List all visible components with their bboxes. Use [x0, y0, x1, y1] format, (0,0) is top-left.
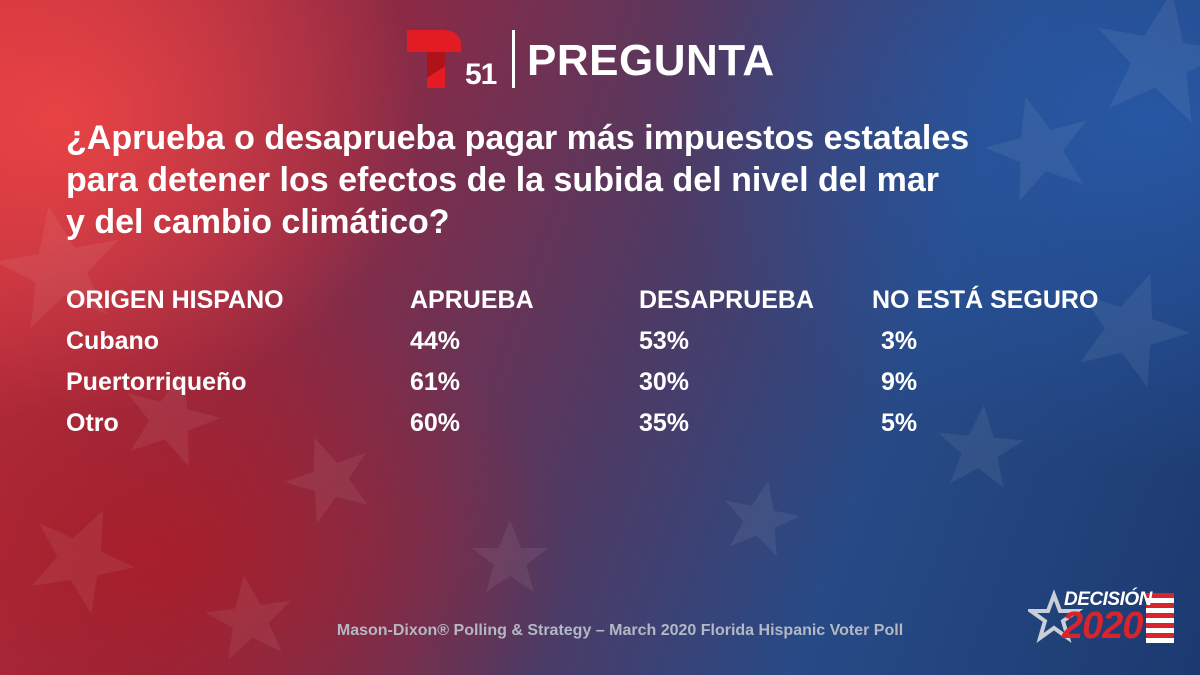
header-unsure: NO ESTÁ SEGURO — [872, 286, 1099, 314]
header: 51 PREGUNTA — [405, 24, 774, 92]
badge-flag-icon — [1028, 589, 1174, 643]
row-unsure: 9% — [881, 368, 918, 396]
header-disapprove: DESAPRUEBA — [639, 286, 815, 314]
row-approve: 61% — [410, 368, 461, 396]
header-approve: APRUEBA — [410, 286, 534, 314]
row-approve: 44% — [410, 327, 461, 355]
row-origin: Puertorriqueño — [66, 368, 247, 396]
question-line: y del cambio climático? — [66, 203, 450, 241]
badge-year: 2020 — [1062, 605, 1144, 647]
table-row: Cubano 44% 53% 3% — [66, 323, 1146, 364]
channel-number: 51 — [465, 58, 497, 91]
results-table: ORIGEN HISPANO APRUEBA DESAPRUEBA NO EST… — [66, 282, 1146, 446]
table-header-row: ORIGEN HISPANO APRUEBA DESAPRUEBA NO EST… — [66, 282, 1146, 323]
badge-label: DECISIÓN — [1064, 589, 1152, 610]
question-line: ¿Aprueba o desaprueba pagar más impuesto… — [66, 119, 970, 157]
decision-2020-badge: DECISIÓN 2020 — [1028, 585, 1178, 651]
source-credit: Mason-Dixon® Polling & Strategy – March … — [336, 622, 904, 639]
row-disapprove: 35% — [639, 409, 690, 437]
question-line: para detener los efectos de la subida de… — [66, 161, 939, 199]
row-unsure: 3% — [881, 327, 918, 355]
page-title: PREGUNTA — [527, 36, 775, 85]
row-disapprove: 30% — [639, 368, 690, 396]
poll-question: ¿Aprueba o desaprueba pagar más impuesto… — [66, 117, 1026, 243]
row-approve: 60% — [410, 409, 461, 437]
table-row: Otro 60% 35% 5% — [66, 405, 1146, 446]
table-row: Puertorriqueño 61% 30% 9% — [66, 364, 1146, 405]
row-origin: Cubano — [66, 327, 160, 355]
header-origin: ORIGEN HISPANO — [66, 286, 284, 314]
telemundo-logo-icon — [405, 26, 465, 90]
row-origin: Otro — [66, 409, 119, 437]
row-disapprove: 53% — [639, 327, 690, 355]
row-unsure: 5% — [881, 409, 918, 437]
header-divider — [512, 30, 515, 88]
